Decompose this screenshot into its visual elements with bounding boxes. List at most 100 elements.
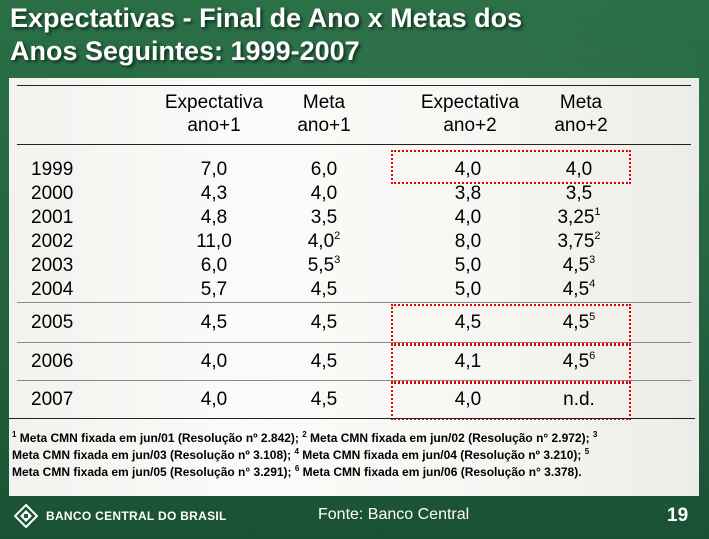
cell-value: 5,5: [307, 255, 335, 276]
cell-value: 4,0: [454, 159, 482, 180]
table-row-year: 2007: [31, 389, 74, 410]
table-cell: 6,0: [269, 158, 379, 182]
table-cell: 7,0: [159, 158, 269, 182]
highlight-box-2006: [391, 344, 631, 382]
cell-value: 4,0: [200, 351, 228, 372]
footnote-line-2: Meta CMN fixada em jun/03 (Resolução nº …: [12, 447, 590, 463]
cell-value: n.d.: [563, 389, 595, 410]
footnote-marker: 4: [589, 278, 596, 290]
data-table: Expectativa ano+1 Meta ano+1 Expectativa…: [9, 78, 699, 496]
table-row-year: 2002: [31, 231, 74, 252]
cell-value: 4,0: [307, 231, 335, 252]
cell-value: 3,5: [565, 183, 593, 204]
cell-value: 4,0: [454, 389, 482, 410]
table-cell: 5,53: [269, 254, 379, 278]
cell-value: 4,1: [454, 351, 482, 372]
footnote-marker: 3: [334, 254, 341, 266]
page-number: 19: [667, 505, 689, 526]
table-cell: 6,0: [159, 254, 269, 278]
footnote-line-1: 1 Meta CMN fixada em jun/01 (Resolução n…: [12, 430, 598, 446]
table-row-year: 1999: [31, 159, 74, 180]
banco-central-logo-icon: [14, 504, 38, 528]
highlight-box-2007: [391, 382, 631, 420]
table-bottom-rule: [9, 418, 695, 419]
bank-name: BANCO CENTRAL DO BRASIL: [46, 509, 227, 523]
table-cell: 4,5: [269, 388, 379, 412]
table-cell: 4,0: [159, 350, 269, 374]
cell-value: 3,5: [310, 207, 338, 228]
header-expectativa-ano2: Expectativa ano+2: [420, 92, 520, 136]
cell-value: 4,0: [565, 159, 593, 180]
table-cell: 3,251: [524, 206, 634, 230]
cell-value: 8,0: [454, 231, 482, 252]
cell-value: 3,25: [557, 207, 595, 228]
table-top-rule: [17, 85, 691, 86]
row-divider: [17, 380, 691, 381]
footnote-marker: 6: [589, 350, 596, 362]
table-cell: 4,8: [159, 206, 269, 230]
header-meta-ano2: Meta ano+2: [554, 92, 608, 136]
cell-value: 4,5: [200, 312, 228, 333]
table-row-year: 2005: [31, 312, 74, 333]
cell-value: 4,0: [310, 183, 338, 204]
table-cell: 4,5: [269, 311, 379, 335]
table-cell: 4,0: [269, 182, 379, 206]
footnote-marker: 2: [594, 230, 601, 242]
table-cell: 4,5: [413, 311, 523, 335]
footnote-line-3: Meta CMN fixada em jun/05 (Resolução n° …: [12, 464, 582, 480]
table-cell: 3,5: [269, 206, 379, 230]
header-meta-ano1: Meta ano+1: [297, 92, 351, 136]
cell-value: 4,3: [200, 183, 228, 204]
cell-value: 4,8: [200, 207, 228, 228]
table-cell: 4,5: [269, 350, 379, 374]
table-cell: 4,53: [524, 254, 634, 278]
header-rule: [17, 144, 691, 145]
table-cell: 4,55: [524, 311, 634, 335]
table-cell: 5,7: [159, 278, 269, 302]
table-cell: 3,5: [524, 182, 634, 206]
table-cell: 3,752: [524, 230, 634, 254]
table-cell: 4,54: [524, 278, 634, 302]
table-row-year: 2001: [31, 207, 74, 228]
table-row-year: 2004: [31, 279, 74, 300]
table-cell: 4,56: [524, 350, 634, 374]
table-cell: 5,0: [413, 254, 523, 278]
cell-value: 7,0: [200, 159, 228, 180]
footnote-marker: 2: [334, 230, 341, 242]
cell-value: 5,0: [454, 255, 482, 276]
table-cell: 4,0: [413, 206, 523, 230]
cell-value: 4,5: [310, 312, 338, 333]
title-line-1: Expectativas - Final de Ano x Metas dos: [10, 3, 523, 33]
cell-value: 5,0: [454, 279, 482, 300]
cell-value: 5,7: [200, 279, 228, 300]
row-divider: [17, 302, 691, 303]
table-cell: 4,0: [159, 388, 269, 412]
table-cell: 4,02: [269, 230, 379, 254]
table-row-year: 2003: [31, 255, 74, 276]
cell-value: 4,5: [562, 312, 590, 333]
footer-bar: BANCO CENTRAL DO BRASIL Fonte: Banco Cen…: [0, 496, 709, 539]
table-row-year: 2000: [31, 183, 74, 204]
cell-value: 3,75: [557, 231, 595, 252]
table-cell: 4,1: [413, 350, 523, 374]
table-cell: 4,3: [159, 182, 269, 206]
cell-value: 4,5: [454, 312, 482, 333]
cell-value: 6,0: [200, 255, 228, 276]
table-cell: 4,5: [159, 311, 269, 335]
cell-value: 4,5: [562, 255, 590, 276]
cell-value: 4,5: [562, 279, 590, 300]
table-cell: 4,0: [524, 158, 634, 182]
table-cell: 4,5: [269, 278, 379, 302]
header-expectativa-ano1: Expectativa ano+1: [164, 92, 264, 136]
cell-value: 6,0: [310, 159, 338, 180]
page-title: Expectativas - Final de Ano x Metas dos …: [10, 2, 700, 68]
cell-value: 4,0: [200, 389, 228, 410]
cell-value: 4,0: [454, 207, 482, 228]
highlight-box-2005-2007: [391, 304, 631, 344]
footnote-marker: 1: [594, 206, 601, 218]
footnote-marker: 5: [589, 311, 596, 323]
row-divider: [17, 342, 691, 343]
table-cell: 11,0: [159, 230, 269, 254]
footnote-marker: 3: [589, 254, 596, 266]
